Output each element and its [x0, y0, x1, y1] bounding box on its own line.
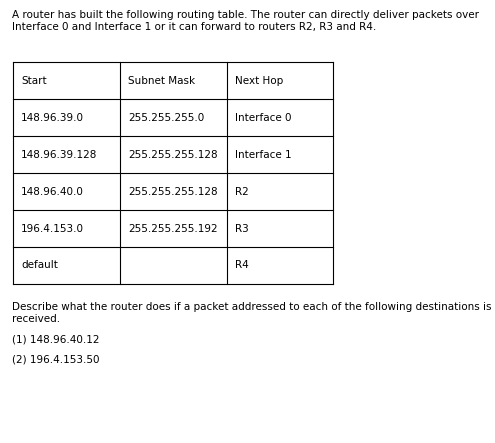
Text: Describe what the router does if a packet addressed to each of the following des: Describe what the router does if a packe…	[12, 302, 492, 312]
Text: 148.96.40.0: 148.96.40.0	[21, 187, 84, 197]
Text: Interface 1: Interface 1	[235, 149, 292, 159]
Text: Start: Start	[21, 75, 47, 85]
Text: 148.96.39.128: 148.96.39.128	[21, 149, 98, 159]
Text: 255.255.255.128: 255.255.255.128	[128, 149, 218, 159]
Text: R2: R2	[235, 187, 249, 197]
Text: R3: R3	[235, 224, 249, 233]
Text: 255.255.255.192: 255.255.255.192	[128, 224, 218, 233]
Text: (2) 196.4.153.50: (2) 196.4.153.50	[12, 354, 99, 364]
Text: 255.255.255.128: 255.255.255.128	[128, 187, 218, 197]
Text: received.: received.	[12, 314, 60, 324]
Text: default: default	[21, 260, 58, 271]
Text: A router has built the following routing table. The router can directly deliver : A router has built the following routing…	[12, 10, 479, 20]
Text: Interface 0 and Interface 1 or it can forward to routers R2, R3 and R4.: Interface 0 and Interface 1 or it can fo…	[12, 22, 376, 32]
Text: 148.96.39.0: 148.96.39.0	[21, 113, 84, 123]
Text: (1) 148.96.40.12: (1) 148.96.40.12	[12, 334, 99, 344]
Text: 255.255.255.0: 255.255.255.0	[128, 113, 204, 123]
Text: 196.4.153.0: 196.4.153.0	[21, 224, 84, 233]
Text: Interface 0: Interface 0	[235, 113, 292, 123]
Text: Subnet Mask: Subnet Mask	[128, 75, 195, 85]
Text: R4: R4	[235, 260, 249, 271]
Text: Next Hop: Next Hop	[235, 75, 283, 85]
